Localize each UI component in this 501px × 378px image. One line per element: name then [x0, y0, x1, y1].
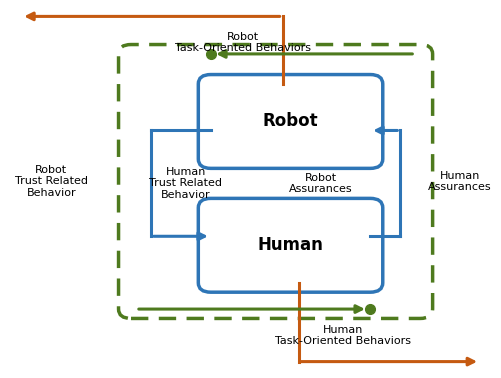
FancyBboxPatch shape [198, 198, 382, 292]
Text: Human
Assurances: Human Assurances [427, 171, 491, 192]
Text: Human
Task-Oriented Behaviors: Human Task-Oriented Behaviors [275, 325, 410, 346]
FancyBboxPatch shape [198, 74, 382, 168]
Text: Robot: Robot [262, 113, 318, 130]
Text: Robot
Trust Related
Behavior: Robot Trust Related Behavior [15, 165, 88, 198]
Text: Human: Human [257, 236, 323, 254]
Text: Human
Trust Related
Behavior: Human Trust Related Behavior [149, 167, 222, 200]
Text: Robot
Assurances: Robot Assurances [288, 173, 352, 194]
Text: Robot
Task-Oriented Behaviors: Robot Task-Oriented Behaviors [174, 32, 310, 53]
